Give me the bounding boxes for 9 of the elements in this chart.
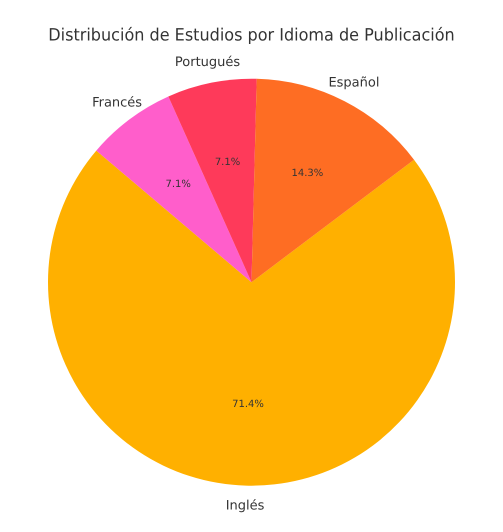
data-label: 7.1% <box>165 179 191 190</box>
data-label: 71.4% <box>232 398 264 410</box>
slice-label: Español <box>328 76 380 91</box>
data-label: 14.3% <box>291 168 324 180</box>
slice-label: Francés <box>92 96 142 111</box>
slice-label: Inglés <box>226 498 265 514</box>
chart-title: Distribución de Estudios por Idioma de Publicación <box>48 25 455 45</box>
data-label: 7.1% <box>214 157 240 168</box>
slice-label: Portugués <box>174 55 240 70</box>
